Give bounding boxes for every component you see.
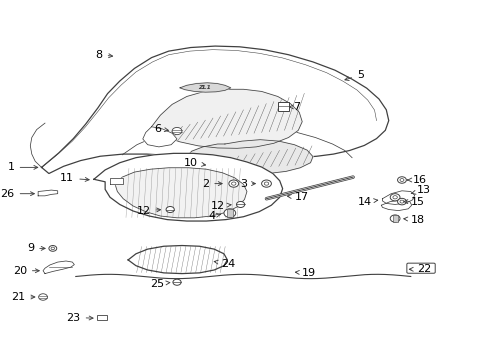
Bar (226, 209, 232, 217)
Text: 12: 12 (210, 201, 230, 211)
Circle shape (51, 247, 55, 250)
Text: 13: 13 (410, 185, 430, 195)
Polygon shape (382, 191, 414, 204)
Circle shape (228, 180, 238, 187)
Text: 21: 21 (11, 292, 35, 302)
Polygon shape (43, 261, 74, 274)
Polygon shape (115, 168, 246, 218)
Text: 5: 5 (344, 70, 363, 81)
Text: 11: 11 (60, 173, 89, 183)
Text: 24: 24 (214, 258, 235, 269)
Polygon shape (94, 153, 282, 221)
Circle shape (172, 127, 182, 135)
Text: 19: 19 (295, 268, 316, 278)
Circle shape (261, 180, 271, 187)
Bar (392, 215, 397, 222)
FancyBboxPatch shape (406, 263, 434, 273)
Text: 16: 16 (407, 175, 427, 185)
Text: 9: 9 (27, 243, 45, 253)
Text: 17: 17 (287, 192, 308, 202)
Polygon shape (110, 178, 123, 184)
Polygon shape (180, 83, 230, 92)
Text: 15: 15 (403, 197, 424, 207)
Text: 25: 25 (149, 279, 169, 289)
Text: 4: 4 (207, 211, 220, 221)
Text: 8: 8 (95, 50, 112, 60)
Circle shape (231, 182, 235, 185)
Text: 6: 6 (154, 123, 168, 134)
Circle shape (399, 200, 403, 203)
Circle shape (392, 196, 396, 199)
Text: 22: 22 (408, 264, 430, 274)
Text: 1: 1 (8, 162, 38, 172)
Text: 26: 26 (0, 189, 34, 199)
Polygon shape (41, 46, 388, 174)
Polygon shape (151, 89, 302, 148)
Circle shape (389, 194, 399, 201)
Polygon shape (381, 200, 411, 211)
Text: 14: 14 (357, 197, 377, 207)
Circle shape (264, 182, 268, 185)
Text: 10: 10 (183, 158, 205, 168)
Polygon shape (38, 190, 58, 196)
Circle shape (39, 294, 47, 300)
Bar (97, 315, 106, 320)
Polygon shape (128, 246, 227, 274)
Circle shape (389, 215, 399, 222)
Circle shape (397, 198, 406, 205)
Text: 3: 3 (240, 179, 255, 189)
Text: 20: 20 (13, 266, 39, 276)
Text: 23: 23 (66, 312, 93, 323)
Circle shape (166, 207, 174, 212)
Circle shape (173, 279, 181, 285)
Bar (277, 102, 288, 111)
Circle shape (236, 202, 244, 207)
Text: ZL1: ZL1 (198, 85, 210, 90)
Circle shape (397, 177, 406, 183)
Polygon shape (186, 140, 312, 174)
Circle shape (399, 179, 403, 181)
Polygon shape (142, 127, 177, 147)
Circle shape (49, 246, 57, 251)
Text: 2: 2 (202, 179, 222, 189)
Text: 18: 18 (403, 215, 424, 225)
Text: 7: 7 (289, 102, 300, 112)
Circle shape (224, 209, 235, 217)
Text: 12: 12 (136, 206, 160, 216)
